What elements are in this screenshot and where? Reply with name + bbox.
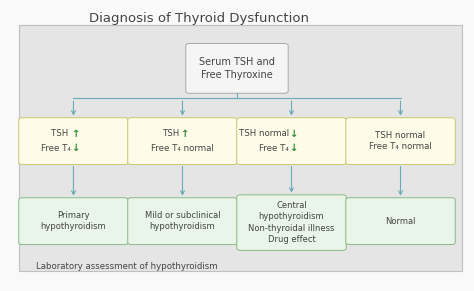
FancyBboxPatch shape: [128, 198, 237, 244]
Text: ↓: ↓: [289, 129, 298, 139]
Text: Central
hypothyroidism
Non-thyroidal illness
Drug effect: Central hypothyroidism Non-thyroidal ill…: [248, 201, 335, 244]
Text: Free T₄: Free T₄: [259, 144, 289, 153]
Text: ↑: ↑: [71, 129, 80, 139]
Text: ↑: ↑: [180, 129, 189, 139]
Text: TSH normal
Free T₄ normal: TSH normal Free T₄ normal: [369, 131, 432, 151]
Text: Primary
hypothyroidism: Primary hypothyroidism: [41, 211, 106, 231]
Text: Serum TSH and
Free Thyroxine: Serum TSH and Free Thyroxine: [199, 57, 275, 80]
FancyBboxPatch shape: [19, 25, 462, 271]
FancyBboxPatch shape: [19, 198, 128, 244]
Text: ↓: ↓: [71, 143, 80, 153]
FancyBboxPatch shape: [346, 198, 455, 244]
Text: Normal: Normal: [385, 217, 416, 226]
Text: Free T₄: Free T₄: [41, 144, 71, 153]
Text: Laboratory assessment of hypothyroidism: Laboratory assessment of hypothyroidism: [36, 262, 217, 271]
FancyBboxPatch shape: [128, 118, 237, 165]
FancyBboxPatch shape: [186, 43, 288, 93]
Text: TSH: TSH: [51, 129, 71, 138]
FancyBboxPatch shape: [346, 118, 455, 165]
Text: Mild or subclinical
hypothyroidism: Mild or subclinical hypothyroidism: [145, 211, 220, 231]
FancyBboxPatch shape: [19, 118, 128, 165]
Text: TSH: TSH: [163, 129, 180, 138]
Text: TSH normal: TSH normal: [239, 129, 289, 138]
FancyBboxPatch shape: [237, 195, 346, 250]
Text: ↓: ↓: [289, 143, 298, 153]
Text: Free T₄ normal: Free T₄ normal: [151, 144, 214, 153]
Text: Diagnosis of Thyroid Dysfunction: Diagnosis of Thyroid Dysfunction: [89, 13, 309, 25]
FancyBboxPatch shape: [237, 118, 346, 165]
